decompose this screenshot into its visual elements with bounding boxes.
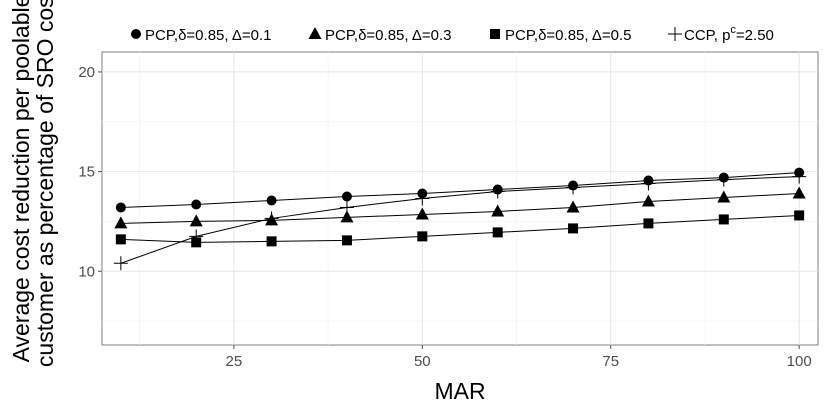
legend: PCP,δ=0.85, Δ=0.1 PCP,δ=0.85, Δ=0.3 PCP,δ=… (131, 24, 774, 44)
grid (102, 52, 818, 345)
x-axis-title: MAR (434, 378, 485, 404)
data-point (341, 191, 352, 202)
data-point (339, 200, 354, 215)
data-point (641, 194, 655, 207)
legend-item-2: PCP,δ=0.85, Δ=0.3 (308, 27, 452, 44)
data-point (417, 231, 428, 242)
data-point (566, 200, 580, 213)
data-point (718, 214, 729, 225)
data-point (114, 216, 128, 229)
x-tick-label: 75 (602, 353, 619, 370)
data-point (264, 211, 279, 226)
data-point (792, 186, 806, 199)
series-4 (113, 169, 807, 271)
series-line (120, 193, 800, 224)
y-axis: 10 15 20 (78, 64, 102, 280)
data-point (794, 210, 805, 221)
data-point (568, 223, 579, 234)
legend-item-4: CCP, pc=2.50 (668, 24, 774, 44)
data-point (716, 172, 731, 187)
legend-label: CCP, pc=2.50 (684, 24, 774, 44)
data-point (415, 191, 430, 206)
x-tick-label: 100 (787, 353, 812, 370)
legend-key (131, 29, 141, 39)
data-point (115, 234, 126, 245)
data-point (340, 210, 354, 223)
y-axis-title-line-1: Average cost reduction per poolable (8, 0, 34, 362)
x-axis: 25 50 75 100 (226, 345, 812, 370)
data-point (492, 227, 503, 238)
x-tick-label: 50 (414, 353, 431, 370)
y-tick-label: 10 (78, 263, 95, 280)
data-point (491, 204, 505, 217)
legend-label: PCP,δ=0.85, Δ=0.5 (505, 27, 632, 44)
data-point (191, 199, 202, 210)
series-3 (115, 210, 805, 248)
data-point (717, 190, 731, 203)
series-2 (114, 186, 806, 229)
y-tick-label: 15 (78, 164, 95, 181)
data-point (643, 218, 654, 229)
data-point (566, 180, 581, 195)
data-point (266, 236, 277, 247)
y-axis-title-line-2: customer as percentage of SRO cost (32, 0, 58, 367)
data-point (113, 256, 128, 271)
series-line (120, 172, 800, 208)
data-point (415, 207, 429, 220)
legend-key (668, 27, 682, 41)
legend-item-1: PCP,δ=0.85, Δ=0.1 (131, 27, 272, 44)
x-tick-label: 25 (226, 353, 243, 370)
legend-label: PCP,δ=0.85, Δ=0.1 (145, 27, 272, 44)
data-point (490, 184, 505, 199)
data-point (189, 214, 203, 227)
legend-label: PCP,δ=0.85, Δ=0.3 (325, 27, 452, 44)
data-point (792, 169, 807, 184)
series-layer (113, 167, 807, 271)
legend-item-3: PCP,δ=0.85, Δ=0.5 (490, 27, 632, 44)
data-point (189, 229, 204, 244)
legend-key (308, 27, 322, 39)
data-point (341, 235, 352, 246)
data-point (115, 202, 126, 213)
data-point (641, 176, 656, 191)
series-line (120, 214, 800, 243)
series-line (120, 176, 800, 264)
legend-key (490, 29, 500, 39)
y-tick-label: 20 (78, 64, 95, 81)
data-point (266, 195, 277, 206)
